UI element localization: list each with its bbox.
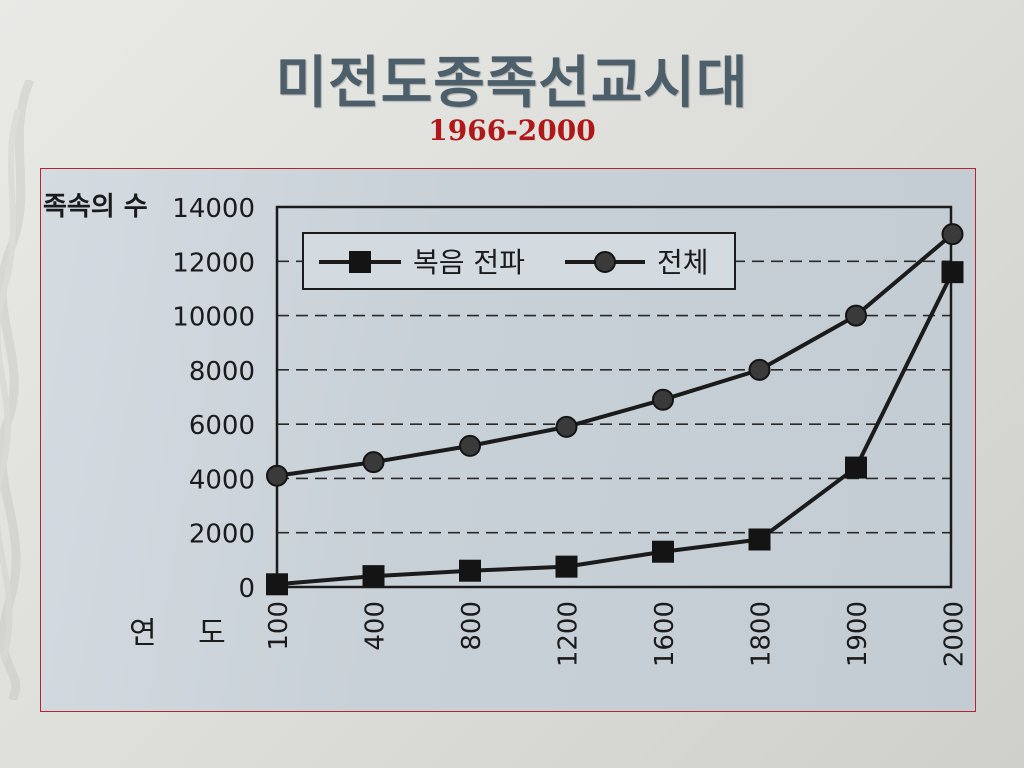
series-point (555, 415, 578, 438)
series-point (845, 456, 867, 479)
series-line (276, 271, 955, 587)
series-point (362, 565, 385, 588)
legend-marker (349, 251, 371, 273)
series-point (652, 388, 674, 411)
slide-title: 미전도종족선교시대 (275, 51, 749, 116)
x-tick-label: 1600 (650, 601, 680, 667)
series-point (459, 434, 481, 457)
x-tick-label: 800 (457, 601, 487, 651)
decorative-swirl (0, 80, 35, 700)
y-tick-label: 0 (238, 574, 255, 604)
plot-area (275, 205, 953, 589)
y-tick-label: 12000 (172, 248, 255, 278)
y-tick-label: 10000 (172, 303, 255, 333)
y-tick-label: 8000 (189, 357, 255, 387)
series-point (941, 261, 964, 284)
chart-photo: 0 2000 4000 6000 8000 10000 12000 14000 100 400 80… (40, 168, 976, 712)
y-tick-label: 4000 (189, 465, 255, 495)
y-tick-label: 2000 (189, 520, 255, 550)
series-point (459, 559, 481, 582)
legend-label: 복음 전파 (413, 246, 525, 279)
y-tick-label: 6000 (189, 411, 255, 441)
legend-label: 전체 (657, 246, 709, 279)
series-point (362, 451, 385, 474)
x-tick-label: 400 (361, 601, 391, 651)
x-tick-label: 1200 (554, 601, 584, 667)
series-point (266, 464, 288, 487)
y-tick-label: 14000 (172, 194, 255, 224)
series-point (652, 540, 674, 563)
x-tick-label: 2000 (940, 601, 970, 667)
series-point (941, 223, 964, 246)
series-point (845, 304, 867, 327)
series-point (748, 358, 771, 381)
series-point (748, 528, 771, 551)
line-chart: 0 2000 4000 6000 8000 10000 12000 14000 100 400 80… (43, 192, 970, 667)
x-axis-label: 연 도 (129, 616, 242, 651)
legend-marker (594, 251, 616, 273)
x-tick-label: 100 (264, 601, 294, 651)
x-tick-label: 1900 (843, 601, 873, 667)
slide-subtitle: 1966-2000 (428, 114, 596, 147)
series-point (555, 555, 578, 578)
series-line (276, 232, 954, 478)
x-tick-label: 1800 (747, 601, 777, 667)
y-axis-label: 족속의 수 (43, 192, 148, 222)
series-point (266, 573, 288, 596)
